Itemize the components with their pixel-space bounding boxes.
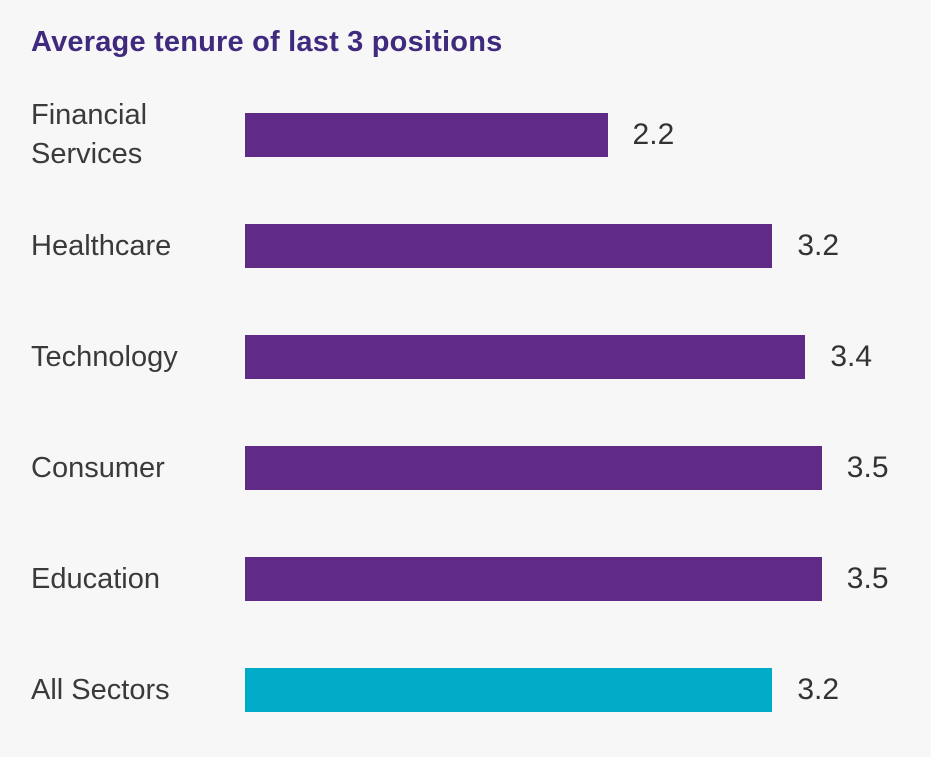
bar-value-label: 3.5 (846, 562, 889, 595)
category-label: Education (31, 562, 160, 595)
chart-row-consumer: Consumer 3.5 (0, 446, 931, 490)
bar-technology (245, 335, 806, 379)
chart-row-education: Education 3.5 (0, 557, 931, 601)
category-label: Healthcare (31, 229, 172, 262)
bar-value-label: 3.4 (830, 340, 873, 373)
category-label: Financial Services (31, 99, 148, 170)
bar-value-label: 3.2 (797, 229, 840, 262)
category-label: All Sectors (31, 673, 170, 706)
chart-row-financial-services: Financial Services 2.2 (0, 99, 931, 170)
category-label: Consumer (31, 451, 165, 484)
bar-healthcare (245, 224, 773, 268)
chart-rows: Financial Services 2.2 Healthcare 3.2 Te… (0, 99, 931, 712)
bar-value-label: 3.5 (846, 451, 889, 484)
chart-title: Average tenure of last 3 positions (31, 26, 503, 58)
bar-education (245, 557, 822, 601)
chart-row-technology: Technology 3.4 (0, 335, 931, 379)
category-label: Technology (31, 340, 178, 373)
bar-financial-services (245, 113, 608, 157)
chart-row-all-sectors: All Sectors 3.2 (0, 668, 931, 712)
bar-all-sectors (245, 668, 773, 712)
bar-consumer (245, 446, 822, 490)
bar-value-label: 2.2 (632, 118, 675, 151)
chart-row-healthcare: Healthcare 3.2 (0, 224, 931, 268)
bar-value-label: 3.2 (797, 673, 840, 706)
